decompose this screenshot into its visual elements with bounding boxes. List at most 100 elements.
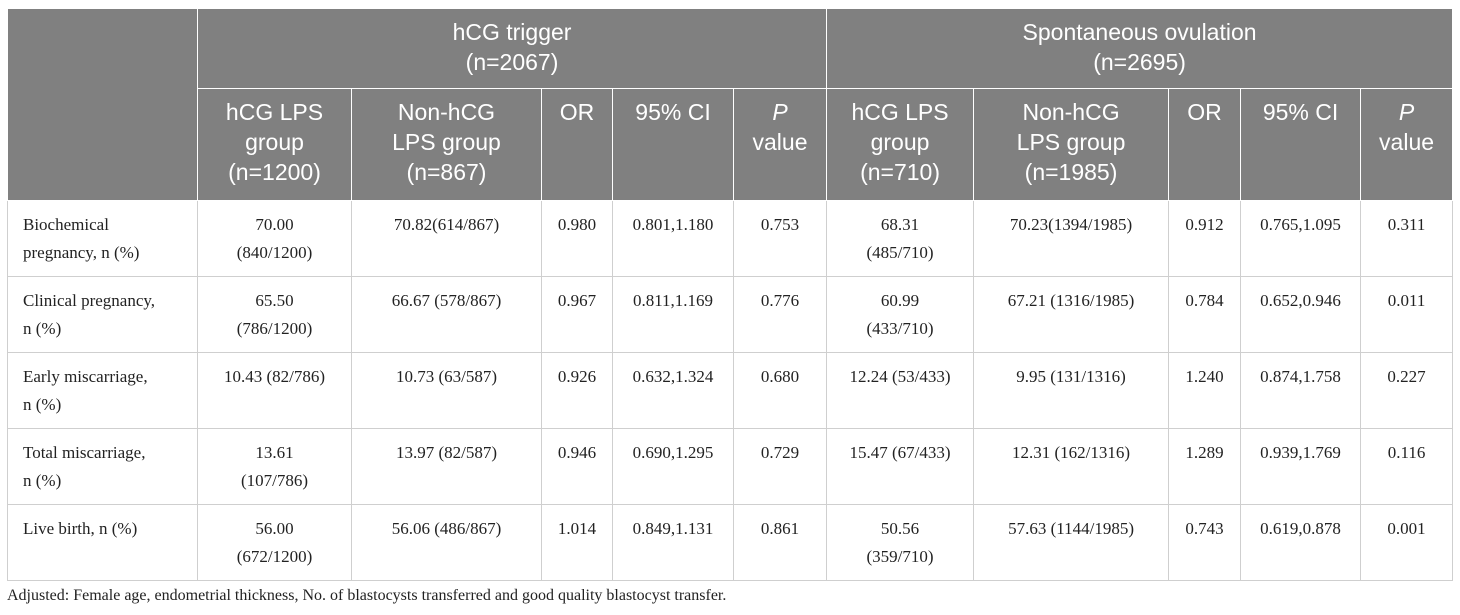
- table-cell: 70.23(1394/1985): [973, 200, 1170, 277]
- table-cell: 0.861: [732, 504, 828, 581]
- cell-line: 0.926: [557, 367, 597, 386]
- cell-line: 12.31 (162/1316): [1012, 443, 1131, 462]
- cell-line: n (%): [23, 471, 62, 490]
- table-row: Early miscarriage, n (%) 10.43 (82/786) 10.…: [7, 352, 1454, 429]
- table-row: Clinical pregnancy, n (%) 65.50 (786/1200) 6…: [7, 276, 1454, 353]
- cell-line: 0.946: [557, 443, 597, 462]
- table-cell: 0.926: [541, 352, 613, 429]
- footnote: Adjusted: Female age, endometrial thickn…: [7, 587, 727, 604]
- cell-line: Total miscarriage,: [23, 443, 146, 462]
- cell-line: 0.912: [1185, 215, 1224, 234]
- table-cell: 0.680: [732, 352, 828, 429]
- cell-line: Non-hCG: [397, 99, 496, 125]
- column-header: OR: [1168, 88, 1242, 201]
- cell-line: 13.61: [255, 443, 294, 462]
- cell-line: 95% CI: [1262, 99, 1339, 125]
- cell-line: 0.743: [1185, 519, 1224, 538]
- cell-line: (n=867): [406, 159, 487, 185]
- cell-line: 1.240: [1185, 367, 1224, 386]
- table-cell: 0.729: [732, 428, 828, 505]
- table-cell: 0.765,1.095: [1240, 200, 1362, 277]
- table-cell: 60.99 (433/710): [826, 276, 975, 353]
- table-cell: 10.73 (63/587): [351, 352, 542, 429]
- cell-line: 0.227: [1387, 367, 1426, 386]
- cell-line: (n=1200): [228, 159, 321, 185]
- cell-line: 10.43 (82/786): [223, 367, 326, 386]
- table-cell: 0.311: [1360, 200, 1454, 277]
- table-cell: 70.82(614/867): [351, 200, 542, 277]
- cell-line: Non-hCG: [1022, 99, 1120, 125]
- table-cell: 0.801,1.180: [612, 200, 734, 277]
- cell-line: 0.729: [760, 443, 800, 462]
- table-cell: 0.811,1.169: [612, 276, 734, 353]
- cell-line: 0.690,1.295: [632, 443, 714, 462]
- column-header: hCG LPS group (n=710): [826, 88, 975, 201]
- table-cell: 0.784: [1168, 276, 1242, 353]
- cell-line: (359/710): [866, 547, 934, 566]
- cell-line: 0.980: [557, 215, 597, 234]
- table-cell: 0.690,1.295: [612, 428, 734, 505]
- cell-line: value: [1379, 129, 1435, 155]
- cell-line: P: [772, 99, 788, 125]
- cell-line: 66.67 (578/867): [391, 291, 502, 310]
- table-cell: 0.939,1.769: [1240, 428, 1362, 505]
- cell-line: 0.784: [1185, 291, 1224, 310]
- cell-line: Early miscarriage,: [23, 367, 148, 386]
- column-header: hCG LPS group (n=1200): [197, 88, 352, 201]
- table-cell: 0.619,0.878: [1240, 504, 1362, 581]
- data-table: hCG trigger (n=2067) Spontaneous ovulation…: [7, 8, 1454, 581]
- cell-line: 0.939,1.769: [1260, 443, 1341, 462]
- table-cell: 0.001: [1360, 504, 1454, 581]
- cell-line: 10.73 (63/587): [395, 367, 498, 386]
- cell-line: hCG trigger: [452, 19, 572, 45]
- cell-line: 1.014: [557, 519, 597, 538]
- table-cell: 10.43 (82/786): [197, 352, 352, 429]
- cell-line: P: [1398, 99, 1415, 125]
- table-cell: 50.56 (359/710): [826, 504, 975, 581]
- cell-line: 0.849,1.131: [632, 519, 714, 538]
- table-cell: 1.240: [1168, 352, 1242, 429]
- row-label: Total miscarriage, n (%): [7, 428, 198, 505]
- cell-line: 0.753: [760, 215, 800, 234]
- cell-line: n (%): [23, 319, 62, 338]
- table-cell: 56.06 (486/867): [351, 504, 542, 581]
- table-cell: 70.00 (840/1200): [197, 200, 352, 277]
- column-header: OR: [541, 88, 613, 201]
- cell-line: OR: [1187, 99, 1222, 125]
- table-cell: 12.24 (53/433): [826, 352, 975, 429]
- row-label: Biochemical pregnancy, n (%): [7, 200, 198, 277]
- table-cell: 66.67 (578/867): [351, 276, 542, 353]
- cell-line: 9.95 (131/1316): [1016, 367, 1126, 386]
- table-cell: 9.95 (131/1316): [973, 352, 1170, 429]
- cell-line: (433/710): [866, 319, 934, 338]
- cell-line: (840/1200): [236, 243, 313, 262]
- column-header: 95% CI: [612, 88, 734, 201]
- cell-line: hCG LPS: [225, 99, 324, 125]
- cell-line: 56.06 (486/867): [391, 519, 502, 538]
- table-cell: 0.946: [541, 428, 613, 505]
- cell-line: Spontaneous ovulation: [1022, 19, 1257, 45]
- cell-line: 0.861: [760, 519, 800, 538]
- cell-line: n (%): [23, 395, 62, 414]
- cell-line: 1.289: [1185, 443, 1224, 462]
- cell-line: 0.011: [1387, 291, 1426, 310]
- cell-line: 0.776: [760, 291, 800, 310]
- cell-line: 0.874,1.758: [1260, 367, 1341, 386]
- cell-line: 0.680: [760, 367, 800, 386]
- cell-line: Clinical pregnancy,: [23, 291, 156, 310]
- cell-line: 0.967: [557, 291, 597, 310]
- cell-line: 70.23(1394/1985): [1009, 215, 1133, 234]
- column-header: Non-hCG LPS group (n=867): [351, 88, 542, 201]
- cell-line: 70.82(614/867): [393, 215, 500, 234]
- cell-line: 0.652,0.946: [1260, 291, 1341, 310]
- cell-line: 13.97 (82/587): [395, 443, 498, 462]
- cell-line: (786/1200): [236, 319, 313, 338]
- table-cell: 0.849,1.131: [612, 504, 734, 581]
- table-row: Biochemical pregnancy, n (%) 70.00 (840/120…: [7, 200, 1454, 277]
- cell-line: 95% CI: [635, 99, 711, 125]
- group-header: Spontaneous ovulation (n=2695): [826, 8, 1454, 89]
- cell-line: hCG LPS: [851, 99, 949, 125]
- cell-line: (672/1200): [236, 547, 313, 566]
- cell-line: 0.619,0.878: [1260, 519, 1341, 538]
